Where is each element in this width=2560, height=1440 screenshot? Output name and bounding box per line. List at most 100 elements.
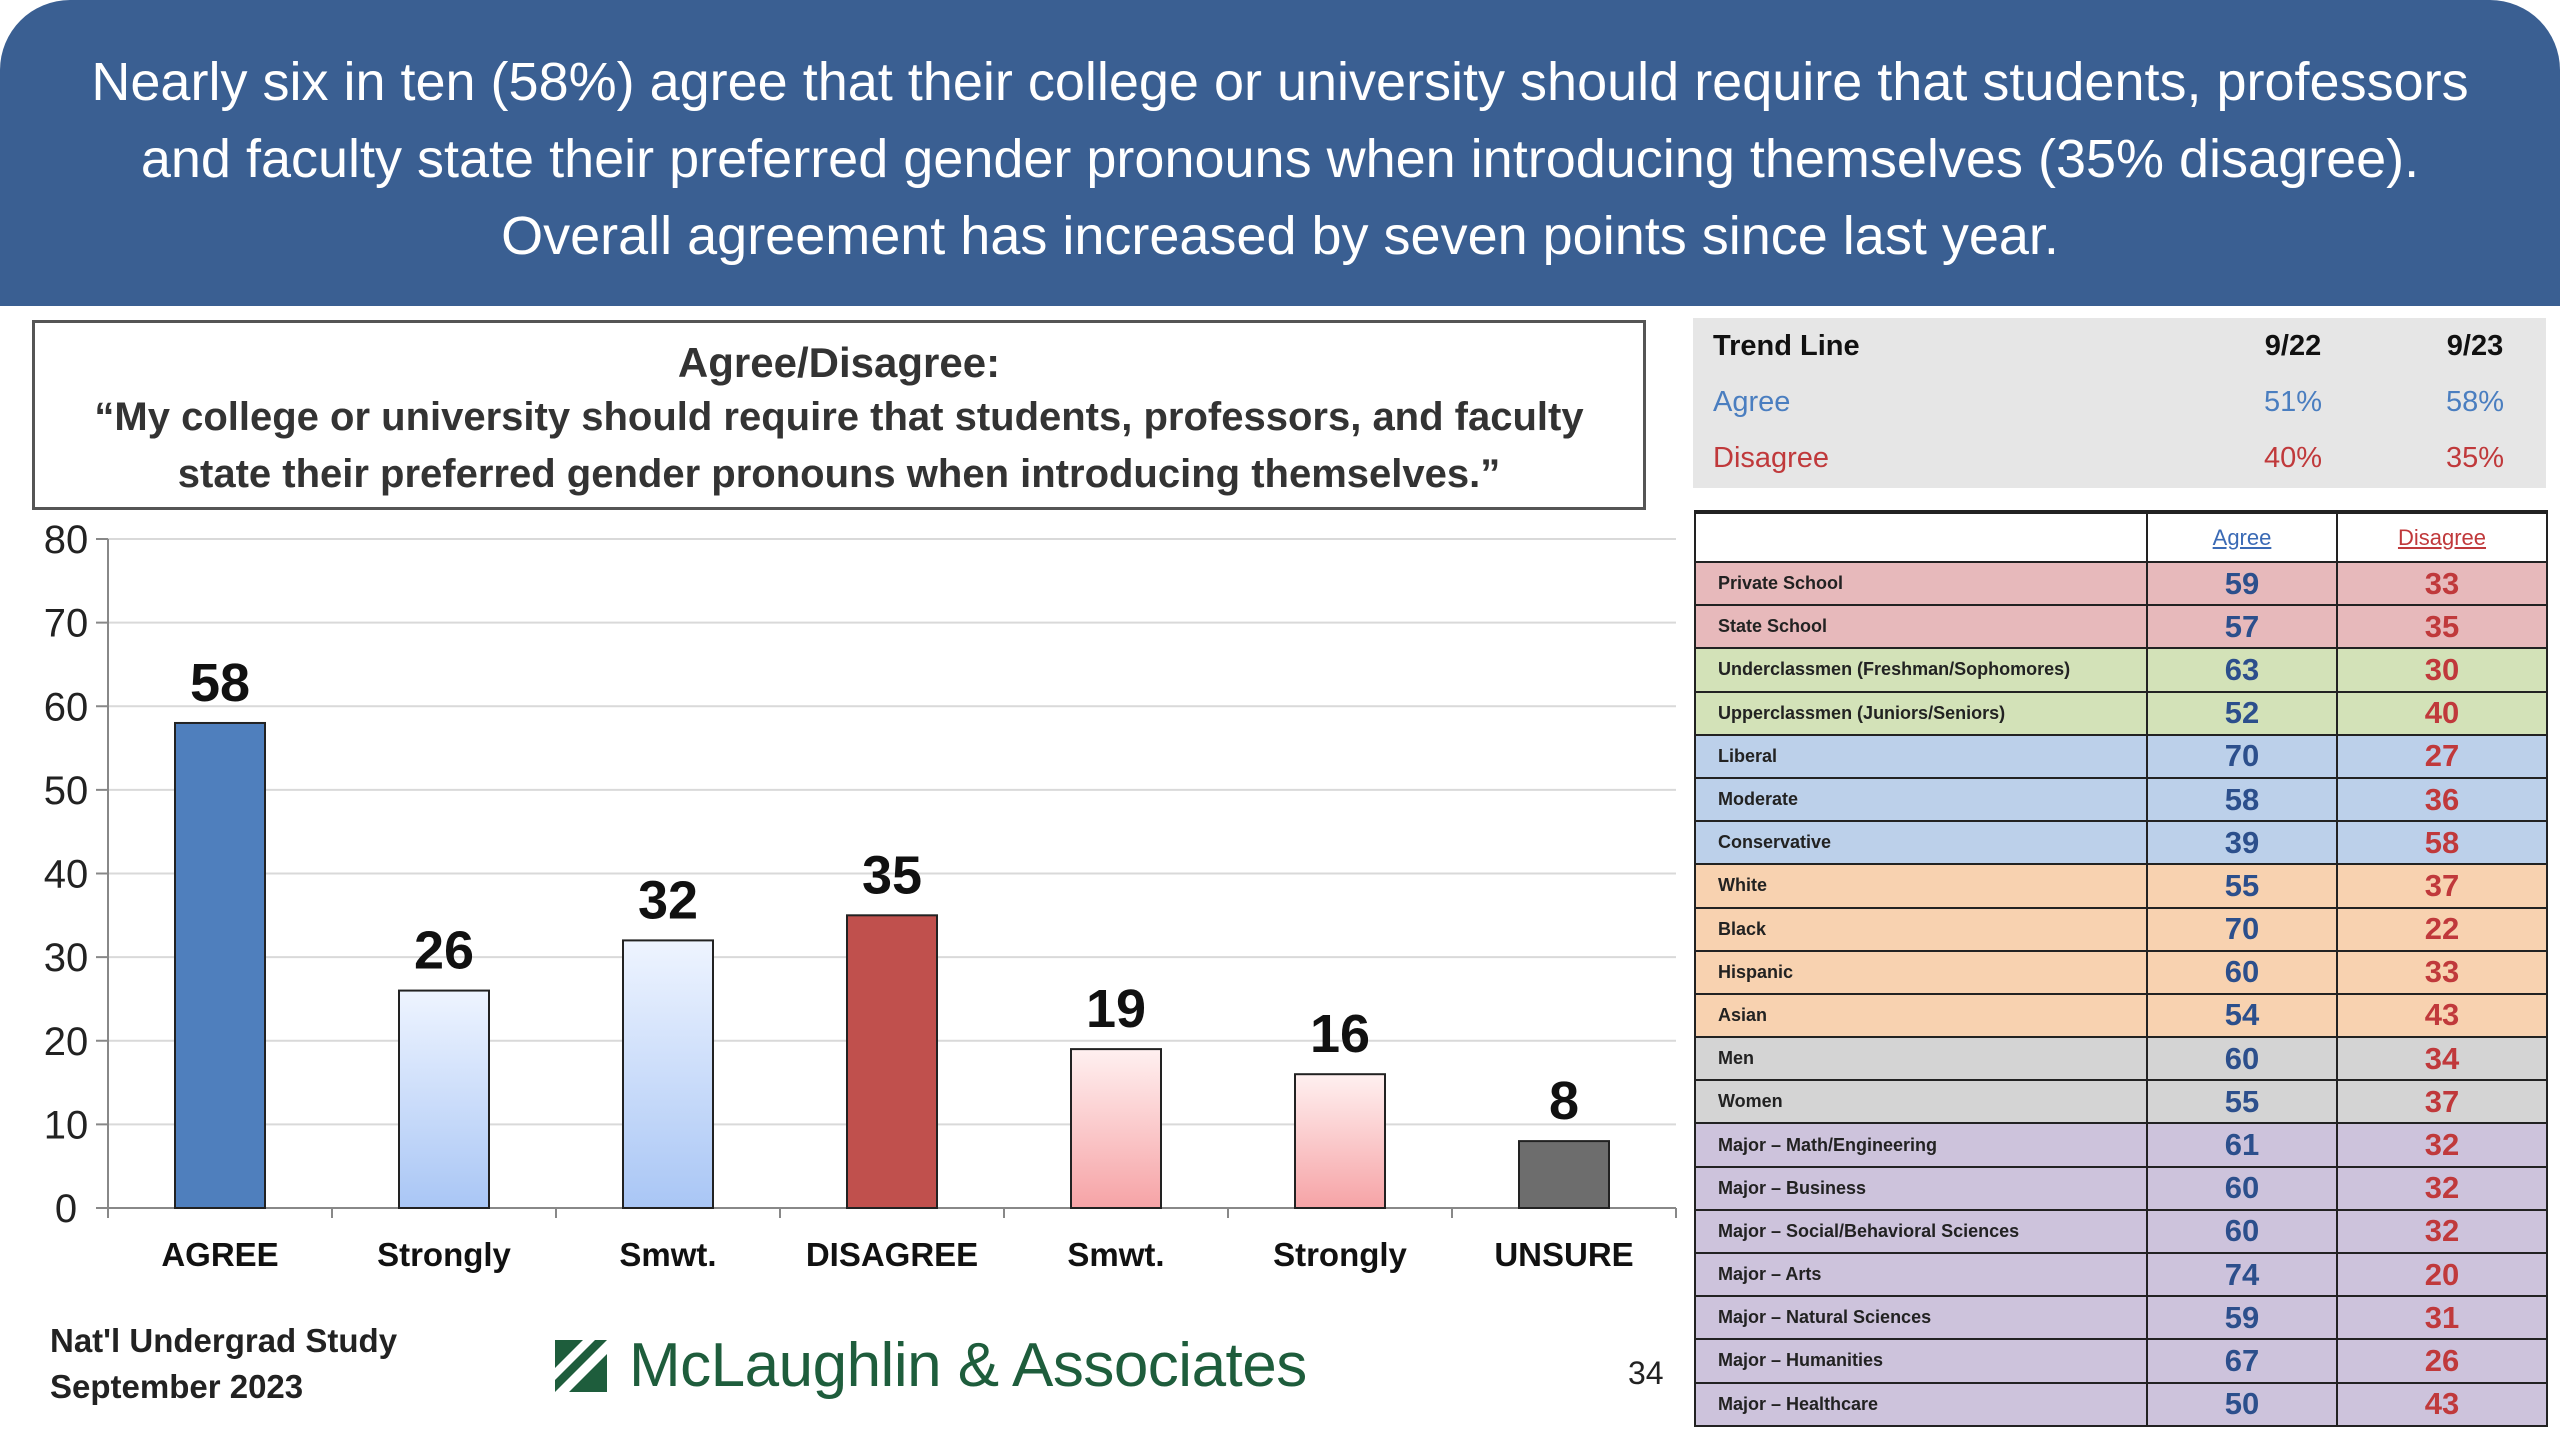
bar	[398, 989, 490, 1210]
y-tick-label: 80	[44, 518, 89, 562]
row-label: Major – Natural Sciences	[1694, 1295, 2148, 1341]
trend-agree-label: Agree	[1713, 386, 1791, 418]
table-row: Major – Math/Engineering 61 32	[1694, 1122, 2548, 1168]
row-agree-value: 58	[2146, 776, 2338, 823]
row-label: Liberal	[1694, 733, 2148, 779]
row-disagree-value: 43	[2336, 1381, 2548, 1427]
trend-agree-2022: 51%	[2263, 386, 2323, 418]
table-row: Major – Social/Behavioral Sciences 60 32	[1694, 1208, 2548, 1255]
y-tick-label: 40	[44, 853, 89, 897]
bar-value-label: 19	[1086, 979, 1146, 1039]
question-box: Agree/Disagree: “My college or universit…	[32, 320, 1646, 510]
row-agree-value: 60	[2146, 1036, 2338, 1082]
row-disagree-value: 35	[2336, 604, 2548, 650]
row-label: Asian	[1694, 992, 2148, 1039]
table-row: Men 60 34	[1694, 1036, 2548, 1082]
table-row: Women 55 37	[1694, 1079, 2548, 1125]
y-tick-label: 30	[44, 936, 89, 980]
table-row: Underclassmen (Freshman/Sophomores) 63 30	[1694, 647, 2548, 693]
bar	[846, 914, 938, 1209]
study-name: Nat'l Undergrad Study	[50, 1322, 398, 1359]
row-label: Upperclassmen (Juniors/Seniors)	[1694, 690, 2148, 736]
table-row: Private School 59 33	[1694, 560, 2548, 607]
row-label: Private School	[1694, 560, 2148, 607]
bar-value-label: 35	[862, 845, 922, 905]
trend-agree-2023: 58%	[2445, 386, 2505, 418]
bar	[1294, 1073, 1386, 1210]
row-disagree-value: 36	[2336, 776, 2548, 823]
row-agree-value: 60	[2146, 1208, 2338, 1255]
row-label: Underclassmen (Freshman/Sophomores)	[1694, 647, 2148, 693]
row-agree-value: 63	[2146, 647, 2338, 693]
row-disagree-value: 32	[2336, 1122, 2548, 1168]
row-agree-value: 54	[2146, 992, 2338, 1039]
trend-header-row: Trend Line 9/22 9/23	[1693, 330, 2546, 380]
bar-chart: 0 10 20 30 40 50 60 70 80 58 AGREE 26 Strongly 32 Smwt…	[44, 518, 1677, 1273]
row-agree-value: 57	[2146, 604, 2338, 650]
row-label: Major – Healthcare	[1694, 1381, 2148, 1427]
trend-disagree-row: Disagree 40% 35%	[1693, 442, 2546, 492]
row-label: Men	[1694, 1036, 2148, 1082]
y-tick-label: 50	[44, 769, 89, 813]
row-disagree-value: 37	[2336, 1079, 2548, 1125]
row-disagree-value: 26	[2336, 1338, 2548, 1384]
bar	[622, 939, 714, 1209]
row-disagree-value: 27	[2336, 733, 2548, 779]
row-label: Major – Humanities	[1694, 1338, 2148, 1384]
row-disagree-value: 34	[2336, 1036, 2548, 1082]
row-disagree-value: 22	[2336, 906, 2548, 952]
headline: Nearly six in ten (58%) agree that their…	[91, 51, 2469, 266]
row-disagree-value: 58	[2336, 820, 2548, 866]
row-label: Major – Arts	[1694, 1251, 2148, 1298]
table-row: Upperclassmen (Juniors/Seniors) 52 40	[1694, 690, 2548, 736]
y-tick-label: 0	[55, 1187, 77, 1231]
x-category-label: UNSURE	[1494, 1236, 1633, 1273]
y-tick-label: 20	[44, 1020, 89, 1064]
row-disagree-value: 32	[2336, 1208, 2548, 1255]
trend-disagree-label: Disagree	[1713, 442, 1830, 474]
y-tick-label: 10	[44, 1103, 89, 1147]
header-disagree: Disagree	[2336, 510, 2548, 563]
company-name: McLaughlin & Associates	[629, 1331, 1307, 1400]
x-category-label: Smwt.	[619, 1236, 716, 1273]
trend-agree-row: Agree 51% 58%	[1693, 386, 2546, 436]
row-disagree-value: 33	[2336, 560, 2548, 607]
row-agree-value: 70	[2146, 733, 2338, 779]
study-label: Nat'l Undergrad Study September 2023	[50, 1318, 397, 1410]
header-banner: Nearly six in ten (58%) agree that their…	[0, 0, 2560, 306]
mclaughlin-logo-mark-icon	[555, 1339, 607, 1392]
bar-value-label: 8	[1549, 1071, 1579, 1131]
row-agree-value: 60	[2146, 949, 2338, 995]
row-agree-value: 61	[2146, 1122, 2338, 1168]
trend-disagree-2022: 40%	[2263, 442, 2323, 474]
table-row: Major – Arts 74 20	[1694, 1251, 2548, 1298]
row-label: Conservative	[1694, 820, 2148, 866]
table-row: Major – Healthcare 50 43	[1694, 1381, 2548, 1427]
row-disagree-value: 43	[2336, 992, 2548, 1039]
company-logo: McLaughlin & Associates	[555, 1330, 1307, 1401]
row-label: Women	[1694, 1079, 2148, 1125]
x-category-label: Strongly	[1273, 1236, 1407, 1273]
bar	[174, 721, 266, 1209]
trend-disagree-2023: 35%	[2445, 442, 2505, 474]
row-agree-value: 52	[2146, 690, 2338, 736]
table-row: Liberal 70 27	[1694, 733, 2548, 779]
row-disagree-value: 37	[2336, 863, 2548, 909]
table-row: Major – Natural Sciences 59 31	[1694, 1295, 2548, 1341]
row-agree-value: 59	[2146, 1295, 2338, 1341]
trend-col-2023: 9/23	[2446, 330, 2504, 362]
header-blank-cell	[1694, 510, 2148, 563]
row-label: Major – Business	[1694, 1165, 2148, 1211]
row-disagree-value: 31	[2336, 1295, 2548, 1341]
table-row: Asian 54 43	[1694, 992, 2548, 1039]
demographics-header-row: Agree Disagree	[1694, 510, 2548, 563]
page-number: 34	[1628, 1355, 1664, 1391]
row-label: Black	[1694, 906, 2148, 952]
bar-value-label: 26	[414, 921, 474, 981]
row-agree-value: 70	[2146, 906, 2338, 952]
row-agree-value: 39	[2146, 820, 2338, 866]
bar-value-label: 58	[190, 653, 250, 713]
row-label: Hispanic	[1694, 949, 2148, 995]
row-agree-value: 67	[2146, 1338, 2338, 1384]
row-label: Moderate	[1694, 776, 2148, 823]
